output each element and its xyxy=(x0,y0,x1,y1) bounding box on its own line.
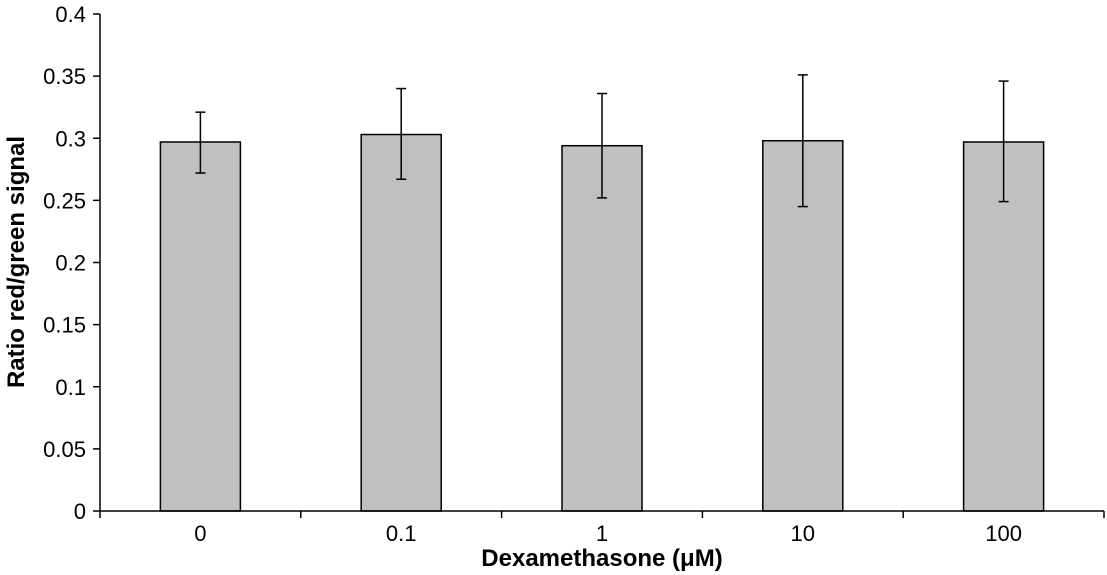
y-tick-label: 0.35 xyxy=(43,64,86,89)
y-tick-label: 0.4 xyxy=(55,2,86,27)
x-tick-label: 10 xyxy=(791,521,815,546)
y-axis-title: Ratio red/green signal xyxy=(3,136,30,388)
bar-100 xyxy=(962,141,1045,512)
y-tick-label: 0 xyxy=(74,499,86,524)
y-tick-label: 0.1 xyxy=(55,375,86,400)
bar-1 xyxy=(561,144,643,512)
x-tick-label: 1 xyxy=(596,521,608,546)
error-bar xyxy=(998,80,1009,203)
y-tick-label: 0.05 xyxy=(43,437,86,462)
x-tick-label: 0.1 xyxy=(386,521,417,546)
y-ticks-layer: 0 0.05 0.1 0.15 0.2 0.25 0.3 0.35 0.4 xyxy=(43,2,100,524)
x-tick-label: 100 xyxy=(985,521,1022,546)
bar-0.1 xyxy=(360,133,442,512)
bar-0 xyxy=(159,141,242,512)
error-bars-layer xyxy=(195,74,1009,208)
y-tick-label: 0.2 xyxy=(55,251,86,276)
x-tick-label: 0 xyxy=(194,521,206,546)
y-tick-label: 0.15 xyxy=(43,313,86,338)
x-axis-title: Dexamethasone (μM) xyxy=(481,545,722,572)
error-bar xyxy=(195,111,206,174)
y-tick-label: 0.25 xyxy=(43,188,86,213)
error-bar xyxy=(396,87,407,181)
y-tick-label: 0.3 xyxy=(55,126,86,151)
error-bar xyxy=(797,74,808,208)
x-ticks-layer: 0 0.1 1 10 100 xyxy=(99,511,1105,546)
error-bar xyxy=(597,92,607,199)
